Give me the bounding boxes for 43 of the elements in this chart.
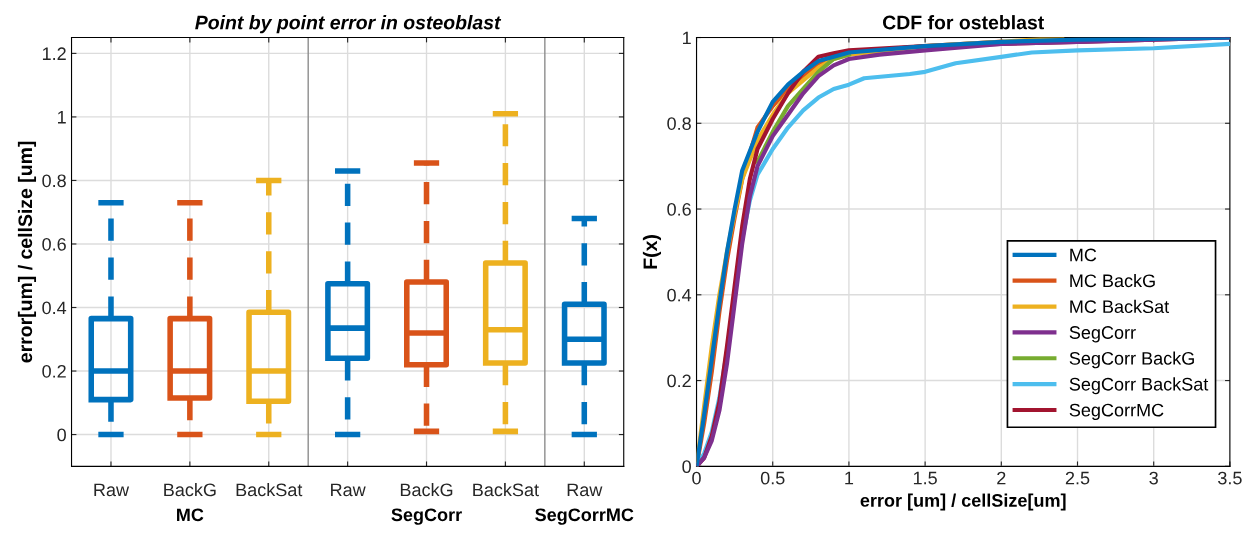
- x-tick-label: Raw: [331, 483, 366, 497]
- y-axis-title: F(x): [642, 235, 662, 269]
- x-tick-label: 1.5: [913, 471, 937, 485]
- y-tick-label: 0.6: [42, 237, 66, 251]
- legend-label: MC: [1070, 248, 1097, 262]
- legend-label: SegCorrMC: [1069, 403, 1164, 421]
- x-tick-label: BackSat: [236, 482, 303, 497]
- y-tick-label: 0: [57, 428, 66, 442]
- x-tick-label: BackG: [400, 482, 453, 497]
- x-tick-label: 1: [845, 471, 854, 485]
- x-tick-label: BackG: [164, 482, 216, 497]
- legend-label: SegCorr: [1069, 326, 1136, 343]
- text: SegCorrMC: [535, 508, 634, 525]
- y-tick-label: 0.2: [667, 374, 691, 388]
- x-tick-label: 0: [692, 471, 701, 485]
- x-axis-title: error [um] / cellSize[um]: [860, 493, 1066, 511]
- y-tick-label: 0.4: [42, 301, 67, 315]
- y-tick-label: 0: [682, 460, 691, 474]
- y-tick-label: 1: [683, 31, 691, 45]
- y-tick-label: 1.2: [42, 47, 66, 60]
- legend-label: SegCorr BackSat: [1069, 377, 1209, 395]
- x-tick-label: 3: [1149, 471, 1158, 485]
- x-tick-label: 0.5: [760, 471, 785, 485]
- x-tick-label: 2: [997, 471, 1006, 485]
- legend-label: MC BackG: [1070, 273, 1155, 288]
- x-tick-label: BackSat: [473, 482, 539, 497]
- y-tick-label: 0.8: [667, 117, 691, 130]
- y-tick-label: 0.2: [42, 364, 66, 378]
- y-tick-label: 0.8: [42, 174, 66, 188]
- y-tick-label: 0.4: [667, 288, 692, 302]
- text: MC: [177, 508, 204, 522]
- legend-label: MC BackSat: [1070, 299, 1170, 314]
- y-tick-label: 0.6: [667, 202, 691, 216]
- x-tick-label: 3.5: [1218, 471, 1242, 485]
- y-axis-title: error[um] / cellSize [um]: [17, 141, 37, 363]
- legend-label: SegCorr BackG: [1069, 351, 1194, 369]
- x-tick-label: 2.5: [1065, 471, 1090, 485]
- x-tick-label: Raw: [567, 483, 603, 497]
- x-tick-label: Raw: [94, 483, 130, 497]
- chart-title: Point by point error in osteoblast: [195, 15, 502, 34]
- text: SegCorr: [391, 508, 462, 525]
- y-tick-label: 1: [58, 111, 66, 124]
- chart-title: CDF for osteblast: [882, 15, 1045, 30]
